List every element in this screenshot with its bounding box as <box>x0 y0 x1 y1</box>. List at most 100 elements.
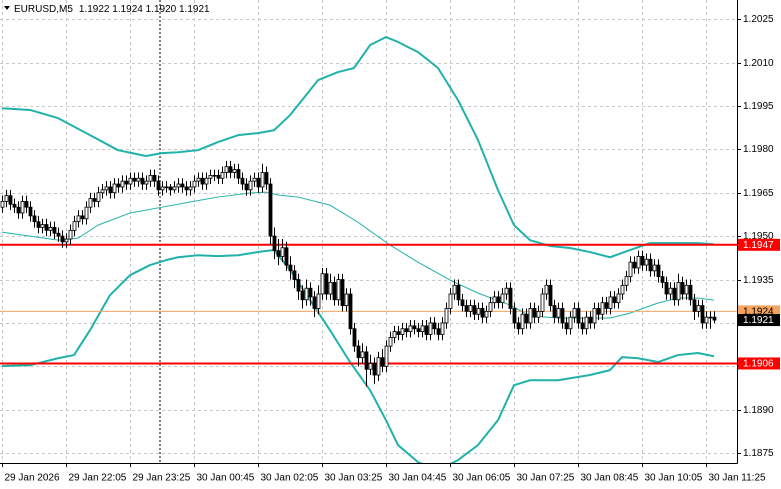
y-tick-label: 1.1965 <box>743 188 774 199</box>
candle-body <box>644 258 649 266</box>
candle-body <box>684 284 689 295</box>
candle-body <box>148 174 153 182</box>
candle-body <box>380 357 385 367</box>
x-tick-label: 30 Jan 03:25 <box>325 473 383 484</box>
candle-body <box>8 195 13 205</box>
y-tick-label: 1.1980 <box>743 144 774 155</box>
candle-body <box>104 186 109 191</box>
candle-body <box>156 180 161 191</box>
y-tick-label: 1.1890 <box>743 405 774 416</box>
candle-body <box>404 328 409 333</box>
candle-body <box>388 337 393 347</box>
candle-body <box>120 180 125 188</box>
candle-body <box>176 183 181 188</box>
candle-body <box>688 284 693 301</box>
candle-body <box>348 293 353 330</box>
y-tick-label: 1.1935 <box>743 275 774 286</box>
candle-body <box>444 308 449 324</box>
quote: 1.1922 1.1924 1.1920 1.1921 <box>79 4 210 15</box>
candle-body <box>560 308 565 324</box>
candle-body <box>336 279 341 301</box>
grid-layer <box>0 0 737 463</box>
candle-body <box>548 284 553 306</box>
candle-body <box>488 302 493 312</box>
candle-body <box>496 296 501 304</box>
candle-body <box>328 282 333 295</box>
candle-body <box>700 305 705 324</box>
candle-body <box>608 296 613 309</box>
candle-body <box>492 296 497 304</box>
price-tag-label: 1.1947 <box>743 240 774 251</box>
candle-body <box>540 293 545 312</box>
candle-body <box>696 305 701 312</box>
candle-body <box>272 235 277 251</box>
candle-body <box>412 325 417 330</box>
x-tick-label: 29 Jan 2026 <box>5 473 60 484</box>
candle-body <box>352 328 357 347</box>
candle-body <box>664 282 669 295</box>
candle-body <box>612 296 617 304</box>
candle-body <box>312 296 317 309</box>
candle-body <box>456 284 461 301</box>
x-tick-label: 29 Jan 22:05 <box>69 473 127 484</box>
candle-body <box>72 221 77 231</box>
candle-body <box>200 177 205 185</box>
candle-body <box>28 206 33 217</box>
candle-body <box>340 279 345 306</box>
candle-body <box>332 282 337 301</box>
candle-layer <box>0 160 717 387</box>
candle-body <box>244 183 249 191</box>
candle-body <box>268 183 273 237</box>
x-tick-label: 29 Jan 23:25 <box>133 473 191 484</box>
candle-body <box>196 177 201 182</box>
candle-body <box>484 310 489 318</box>
candle-body <box>452 284 457 295</box>
candle-body <box>228 166 233 173</box>
candle-body <box>308 287 313 298</box>
price-tag <box>738 238 780 251</box>
candle-body <box>216 174 221 179</box>
band-layer <box>1 36 715 463</box>
candle-body <box>516 322 521 330</box>
candle-body <box>508 287 513 309</box>
candle-body <box>544 284 549 295</box>
candle-body <box>512 308 517 324</box>
candle-body <box>236 169 241 179</box>
header-icon <box>4 6 10 10</box>
candle-body <box>424 325 429 335</box>
y-tick-label: 1.2010 <box>743 58 774 69</box>
candle-body <box>4 195 9 202</box>
candle-body <box>136 177 141 182</box>
candle-body <box>524 313 529 324</box>
candle-body <box>252 177 257 182</box>
candle-body <box>292 270 297 280</box>
symbol: EURUSD,M5 <box>14 4 73 15</box>
candle-body <box>500 293 505 304</box>
candle-body <box>44 224 49 231</box>
candle-body <box>532 308 537 318</box>
candle-body <box>448 293 453 309</box>
candle-body <box>476 308 481 315</box>
x-tick-label: 30 Jan 07:25 <box>517 473 575 484</box>
candle-body <box>36 221 41 228</box>
candle-body <box>584 316 589 330</box>
candle-body <box>20 201 25 214</box>
candle-body <box>708 316 713 319</box>
candle-body <box>600 302 605 315</box>
candle-body <box>376 357 381 376</box>
candle-body <box>280 247 285 257</box>
y-tick-label: 1.2025 <box>743 14 774 25</box>
candle-body <box>172 186 177 191</box>
candle-body <box>372 363 377 376</box>
candle-body <box>568 316 573 330</box>
candle-body <box>396 331 401 335</box>
candle-body <box>624 276 629 286</box>
candle-body <box>680 282 685 295</box>
candle-body <box>48 227 53 231</box>
candle-body <box>632 261 637 269</box>
candle-body <box>536 310 541 318</box>
tag-layer: 1.1947 1.1924 1.1906 1.1921 <box>738 238 780 370</box>
candle-body <box>116 183 121 188</box>
candle-body <box>208 174 213 179</box>
